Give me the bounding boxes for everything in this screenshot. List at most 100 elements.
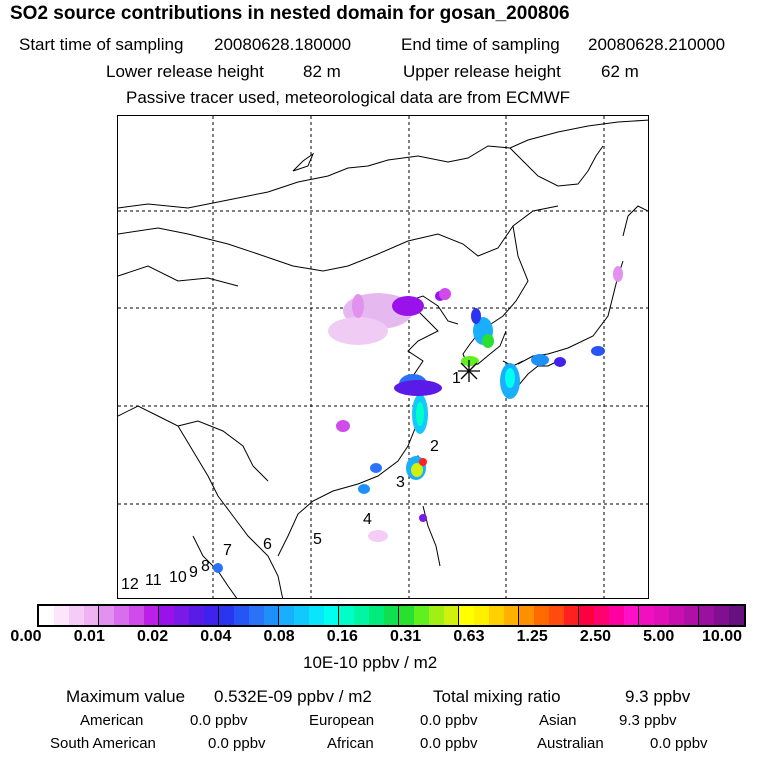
colorbar-tick-label: 2.50 <box>579 628 612 645</box>
map-panel: 1 2 3 4 5 6 7 8 9 10 11 12 <box>117 115 649 599</box>
source-label-4: 4 <box>363 511 372 528</box>
colorbar-tick-label: 0.04 <box>200 628 232 645</box>
colorbar-swatch <box>174 604 189 626</box>
colorbar-swatch <box>549 604 564 626</box>
tracer-note: Passive tracer used, meteorological data… <box>126 88 571 107</box>
max-value: 0.532E-09 ppbv / m2 <box>214 687 372 706</box>
colorbar-swatch <box>564 604 579 626</box>
colorbar-tick-label: 0.01 <box>73 628 105 645</box>
colorbar-swatch <box>384 604 399 626</box>
colorbar-swatch <box>414 604 429 626</box>
colorbar-swatch <box>39 604 54 626</box>
colorbar-swatch <box>369 604 384 626</box>
colorbar-swatch <box>219 604 234 626</box>
region-asian-value: 9.3 ppbv <box>619 712 677 729</box>
region-australian-name: Australian <box>537 735 604 752</box>
plot-title: SO2 source contributions in nested domai… <box>10 3 570 24</box>
source-label-3: 3 <box>396 474 405 491</box>
colorbar-swatch <box>399 604 414 626</box>
region-american-value: 0.0 ppbv <box>190 712 248 729</box>
colorbar-swatch <box>429 604 444 626</box>
colorbar-swatch <box>474 604 489 626</box>
colorbar-units: 10E-10 ppbv / m2 <box>303 653 438 672</box>
map-canvas <box>118 116 648 598</box>
source-label-5: 5 <box>313 531 322 548</box>
region-asian-name: Asian <box>539 712 577 729</box>
source-label-12: 12 <box>121 576 139 593</box>
colorbar-swatch <box>159 604 174 626</box>
colorbar-swatch <box>114 604 129 626</box>
colorbar-tick-label: 0.16 <box>326 628 358 645</box>
colorbar-swatch <box>534 604 549 626</box>
coastlines <box>118 119 648 598</box>
region-south-american-name: South American <box>50 735 156 752</box>
colorbar-swatch <box>324 604 339 626</box>
colorbar-swatch <box>339 604 354 626</box>
total-mixing-label: Total mixing ratio <box>433 687 561 706</box>
colorbar-swatch <box>594 604 609 626</box>
end-time-label: End time of sampling <box>401 35 560 54</box>
colorbar-swatch <box>729 604 744 626</box>
colorbar-swatch <box>714 604 729 626</box>
region-european-name: European <box>309 712 375 729</box>
colorbar-tick-label: 0.02 <box>136 628 169 645</box>
colorbar-tick-label: 0.63 <box>453 628 485 645</box>
colorbar-tick-label: 5.00 <box>643 628 675 645</box>
receptor-star-icon <box>458 360 480 382</box>
colorbar-swatch <box>69 604 84 626</box>
upper-release-label: Upper release height <box>403 62 561 81</box>
colorbar-swatch <box>654 604 669 626</box>
colorbar-swatch <box>444 604 459 626</box>
colorbar-tick-label: 0.00 <box>10 628 42 645</box>
region-african-name: African <box>327 735 374 752</box>
colorbar-swatch <box>279 604 294 626</box>
concentration-field <box>213 266 623 573</box>
colorbar-swatch <box>684 604 699 626</box>
end-time-value: 20080628.210000 <box>588 35 726 54</box>
colorbar-swatch <box>519 604 534 626</box>
source-label-11: 11 <box>145 572 162 589</box>
colorbar-swatch <box>294 604 309 626</box>
colorbar-swatch <box>699 604 714 626</box>
receptor-label: 1 <box>452 370 461 387</box>
colorbar-swatch <box>624 604 639 626</box>
colorbar-swatch <box>264 604 279 626</box>
colorbar-swatch <box>639 604 654 626</box>
upper-release-value: 62 m <box>601 62 639 81</box>
source-label-2: 2 <box>430 438 439 455</box>
region-australian-value: 0.0 ppbv <box>650 735 708 752</box>
source-label-6: 6 <box>263 536 272 553</box>
region-african-value: 0.0 ppbv <box>420 735 478 752</box>
colorbar-swatch <box>354 604 369 626</box>
start-time-value: 20080628.180000 <box>214 35 352 54</box>
total-mixing-value: 9.3 ppbv <box>625 687 691 706</box>
colorbar-swatch <box>129 604 144 626</box>
colorbar-swatch <box>204 604 219 626</box>
colorbar-tick-label: 0.08 <box>263 628 295 645</box>
colorbar-swatch <box>669 604 684 626</box>
colorbar-swatch <box>579 604 594 626</box>
lat-lon-grid <box>118 116 648 598</box>
colorbar-swatch <box>99 604 114 626</box>
colorbar-swatch <box>234 604 249 626</box>
colorbar-swatch <box>249 604 264 626</box>
colorbar-tick-label: 1.25 <box>516 628 548 645</box>
source-label-8: 8 <box>201 558 210 575</box>
colorbar-swatch <box>84 604 99 626</box>
max-value-label: Maximum value <box>66 687 186 706</box>
colorbar-swatch <box>309 604 324 626</box>
colorbar-tick-label: 0.31 <box>390 628 422 645</box>
region-american-name: American <box>80 712 144 729</box>
colorbar-swatch <box>144 604 159 626</box>
source-label-9: 9 <box>189 564 198 581</box>
colorbar-swatch <box>489 604 504 626</box>
region-south-american-value: 0.0 ppbv <box>208 735 266 752</box>
colorbar-swatch <box>609 604 624 626</box>
source-label-10: 10 <box>169 569 187 586</box>
lower-release-label: Lower release height <box>106 62 264 81</box>
colorbar-swatch <box>54 604 69 626</box>
colorbar-swatch <box>504 604 519 626</box>
region-european-value: 0.0 ppbv <box>420 712 478 729</box>
colorbar-swatch <box>459 604 474 626</box>
colorbar-tick-label: 10.00 <box>701 628 743 645</box>
